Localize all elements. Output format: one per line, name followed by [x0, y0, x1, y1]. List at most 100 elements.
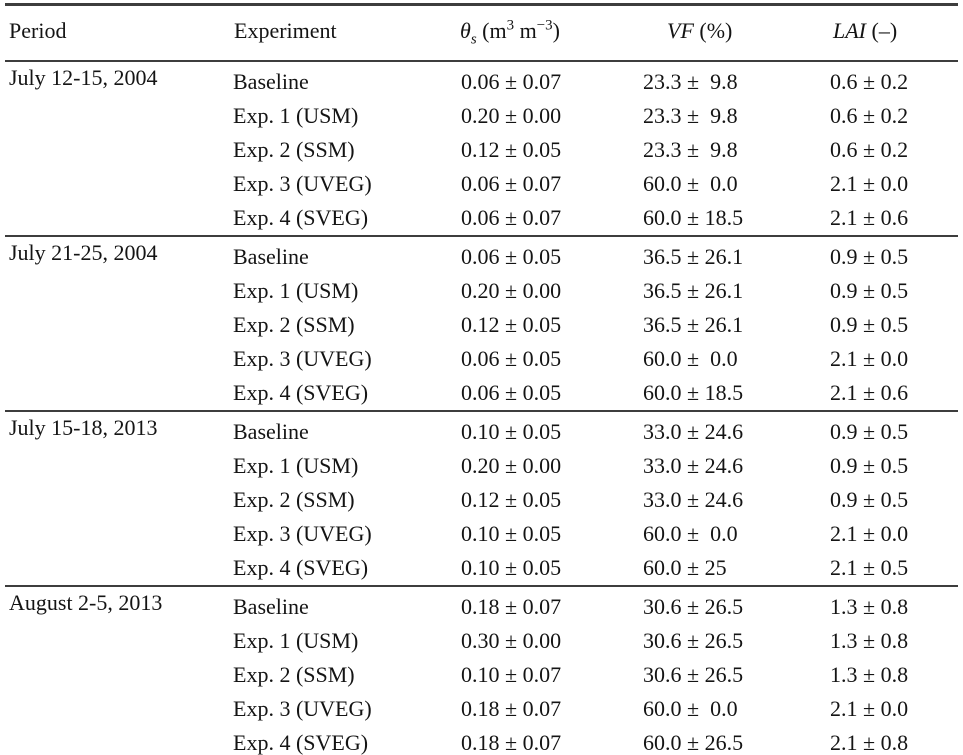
cell-experiment: Exp. 1 (USM) [233, 103, 359, 128]
period-block-july-12-15-2004: July 12-15, 2004 Baseline 0.06 ± 0.07 23… [5, 61, 958, 236]
col-header-theta-s: θs (m3 m−3) [452, 5, 637, 62]
table-row: July 12-15, 2004 Baseline 0.06 ± 0.07 23… [5, 61, 958, 99]
cell-lai: 1.3 ± 0.8 [830, 662, 909, 687]
cell-vf: 36.5 ± 26.1 [643, 278, 744, 303]
cell-experiment: Exp. 3 (UVEG) [233, 346, 372, 371]
cell-vf: 60.0 ± 0.0 [643, 521, 738, 546]
cell-lai: 0.9 ± 0.5 [830, 487, 909, 512]
cell-vf: 36.5 ± 26.1 [643, 244, 744, 269]
cell-lai: 2.1 ± 0.0 [830, 521, 909, 546]
cell-vf: 33.0 ± 24.6 [643, 487, 744, 512]
cell-theta-s: 0.06 ± 0.07 [461, 205, 562, 230]
cell-theta-s: 0.18 ± 0.07 [461, 730, 562, 755]
cell-lai: 0.6 ± 0.2 [830, 69, 909, 94]
cell-experiment: Exp. 3 (UVEG) [233, 696, 372, 721]
table-row: Exp. 2 (SSM) 0.12 ± 0.05 23.3 ± 9.8 0.6 … [5, 133, 958, 167]
table-row: Exp. 1 (USM) 0.20 ± 0.00 36.5 ± 26.1 0.9… [5, 274, 958, 308]
period-block-july-15-18-2013: July 15-18, 2013 Baseline 0.10 ± 0.05 33… [5, 411, 958, 586]
cell-vf: 60.0 ± 0.0 [643, 171, 738, 196]
cell-vf: 33.0 ± 24.6 [643, 453, 744, 478]
cell-experiment: Exp. 1 (USM) [233, 628, 359, 653]
cell-vf: 30.6 ± 26.5 [643, 594, 744, 619]
cell-theta-s: 0.06 ± 0.05 [461, 244, 562, 269]
cell-vf: 23.3 ± 9.8 [643, 69, 738, 94]
cell-experiment: Exp. 3 (UVEG) [233, 521, 372, 546]
lai-unit: (–) [866, 18, 898, 43]
cell-theta-s: 0.06 ± 0.05 [461, 346, 562, 371]
table-row: August 2-5, 2013 Baseline 0.18 ± 0.07 30… [5, 586, 958, 624]
lai-symbol: LAI [833, 18, 866, 43]
experiments-table: Period Experiment θs (m3 m−3) VF (%) LAI… [5, 3, 958, 755]
cell-theta-s: 0.06 ± 0.07 [461, 69, 562, 94]
cell-lai: 0.9 ± 0.5 [830, 312, 909, 337]
cell-experiment: Baseline [233, 594, 309, 619]
cell-theta-s: 0.10 ± 0.05 [461, 521, 562, 546]
cell-vf: 23.3 ± 9.8 [643, 137, 738, 162]
header-row: Period Experiment θs (m3 m−3) VF (%) LAI… [5, 5, 958, 62]
table-row: Exp. 2 (SSM) 0.12 ± 0.05 33.0 ± 24.6 0.9… [5, 483, 958, 517]
theta-sup-2: −3 [536, 17, 553, 34]
cell-lai: 0.9 ± 0.5 [830, 244, 909, 269]
cell-experiment: Exp. 4 (SVEG) [233, 380, 369, 405]
cell-theta-s: 0.12 ± 0.05 [461, 487, 562, 512]
cell-lai: 2.1 ± 0.0 [830, 171, 909, 196]
table-row: July 21-25, 2004 Baseline 0.06 ± 0.05 36… [5, 236, 958, 274]
cell-period: July 21-25, 2004 [9, 240, 158, 265]
theta-sup-1: 3 [506, 17, 515, 34]
cell-lai: 1.3 ± 0.8 [830, 628, 909, 653]
theta-subscript: s [470, 31, 477, 48]
cell-theta-s: 0.18 ± 0.07 [461, 594, 562, 619]
theta-unit-open: (m [476, 18, 507, 43]
cell-vf: 23.3 ± 9.8 [643, 103, 738, 128]
cell-theta-s: 0.10 ± 0.05 [461, 555, 562, 580]
cell-experiment: Baseline [233, 244, 309, 269]
cell-experiment: Exp. 3 (UVEG) [233, 171, 372, 196]
cell-lai: 0.6 ± 0.2 [830, 103, 909, 128]
vf-symbol: VF [667, 18, 694, 43]
cell-period: July 12-15, 2004 [9, 65, 158, 90]
cell-period: August 2-5, 2013 [9, 590, 163, 615]
table-row: Exp. 2 (SSM) 0.12 ± 0.05 36.5 ± 26.1 0.9… [5, 308, 958, 342]
cell-theta-s: 0.12 ± 0.05 [461, 137, 562, 162]
table-row: Exp. 1 (USM) 0.30 ± 0.00 30.6 ± 26.5 1.3… [5, 624, 958, 658]
table-row: July 15-18, 2013 Baseline 0.10 ± 0.05 33… [5, 411, 958, 449]
cell-theta-s: 0.12 ± 0.05 [461, 312, 562, 337]
cell-vf: 60.0 ± 18.5 [643, 205, 744, 230]
vf-unit: (%) [693, 18, 733, 43]
cell-experiment: Exp. 2 (SSM) [233, 487, 355, 512]
table-row: Exp. 3 (UVEG) 0.18 ± 0.07 60.0 ± 0.0 2.1… [5, 692, 958, 726]
table-row: Exp. 4 (SVEG) 0.06 ± 0.05 60.0 ± 18.5 2.… [5, 376, 958, 411]
cell-experiment: Exp. 4 (SVEG) [233, 205, 369, 230]
table-row: Exp. 4 (SVEG) 0.10 ± 0.05 60.0 ± 25 2.1 … [5, 551, 958, 586]
cell-lai: 2.1 ± 0.6 [830, 380, 909, 405]
cell-lai: 2.1 ± 0.0 [830, 696, 909, 721]
table-row: Exp. 1 (USM) 0.20 ± 0.00 33.0 ± 24.6 0.9… [5, 449, 958, 483]
cell-lai: 0.9 ± 0.5 [830, 419, 909, 444]
cell-vf: 60.0 ± 0.0 [643, 696, 738, 721]
cell-vf: 33.0 ± 24.6 [643, 419, 744, 444]
cell-vf: 36.5 ± 26.1 [643, 312, 744, 337]
cell-experiment: Baseline [233, 419, 309, 444]
cell-theta-s: 0.10 ± 0.05 [461, 419, 562, 444]
cell-lai: 0.6 ± 0.2 [830, 137, 909, 162]
table-row: Exp. 3 (UVEG) 0.06 ± 0.07 60.0 ± 0.0 2.1… [5, 167, 958, 201]
table-row: Exp. 4 (SVEG) 0.06 ± 0.07 60.0 ± 18.5 2.… [5, 201, 958, 236]
cell-vf: 30.6 ± 26.5 [643, 628, 744, 653]
cell-experiment: Exp. 4 (SVEG) [233, 555, 369, 580]
cell-lai: 2.1 ± 0.0 [830, 346, 909, 371]
col-header-experiment: Experiment [234, 18, 337, 43]
cell-experiment: Baseline [233, 69, 309, 94]
cell-theta-s: 0.06 ± 0.05 [461, 380, 562, 405]
cell-theta-s: 0.20 ± 0.00 [461, 453, 562, 478]
cell-experiment: Exp. 2 (SSM) [233, 662, 355, 687]
cell-experiment: Exp. 1 (USM) [233, 453, 359, 478]
table-header: Period Experiment θs (m3 m−3) VF (%) LAI… [5, 5, 958, 62]
cell-period: July 15-18, 2013 [9, 415, 158, 440]
cell-vf: 60.0 ± 25 [643, 555, 727, 580]
col-header-period: Period [9, 18, 67, 43]
cell-theta-s: 0.10 ± 0.07 [461, 662, 562, 687]
cell-theta-s: 0.20 ± 0.00 [461, 278, 562, 303]
cell-experiment: Exp. 1 (USM) [233, 278, 359, 303]
cell-vf: 60.0 ± 18.5 [643, 380, 744, 405]
